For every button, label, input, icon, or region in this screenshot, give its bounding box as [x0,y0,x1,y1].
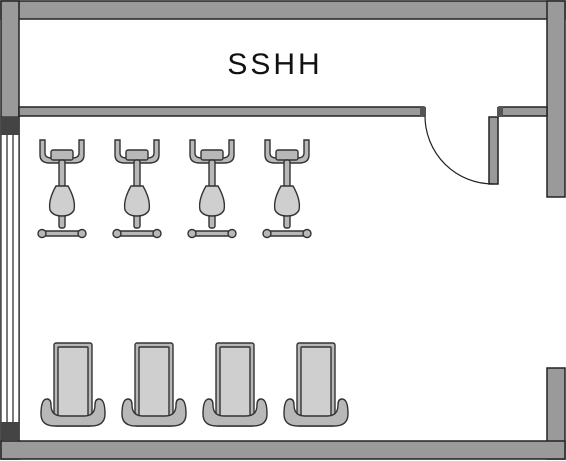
door-leaf [488,116,499,185]
partition-post-right [497,107,503,116]
seated-machine [283,342,349,427]
stationary-bike [112,139,162,239]
stationary-bike [262,139,312,239]
bottom-wall [0,440,566,460]
window-jamb-bottom [1,422,19,440]
seated-machine [40,342,106,427]
stationary-bike [37,139,87,239]
seated-machine [202,342,268,427]
restroom-partition-left [18,106,425,117]
restroom-partition-right [498,106,548,117]
room-label: SSHH [227,48,322,81]
partition-post-left [420,107,426,116]
window-jamb-top [1,117,19,135]
door-swing-arc [424,115,494,185]
stationary-bike [187,139,237,239]
window-frame [0,116,20,440]
top-wall [0,0,566,20]
right-wall-upper [546,0,566,198]
seated-machine [121,342,187,427]
